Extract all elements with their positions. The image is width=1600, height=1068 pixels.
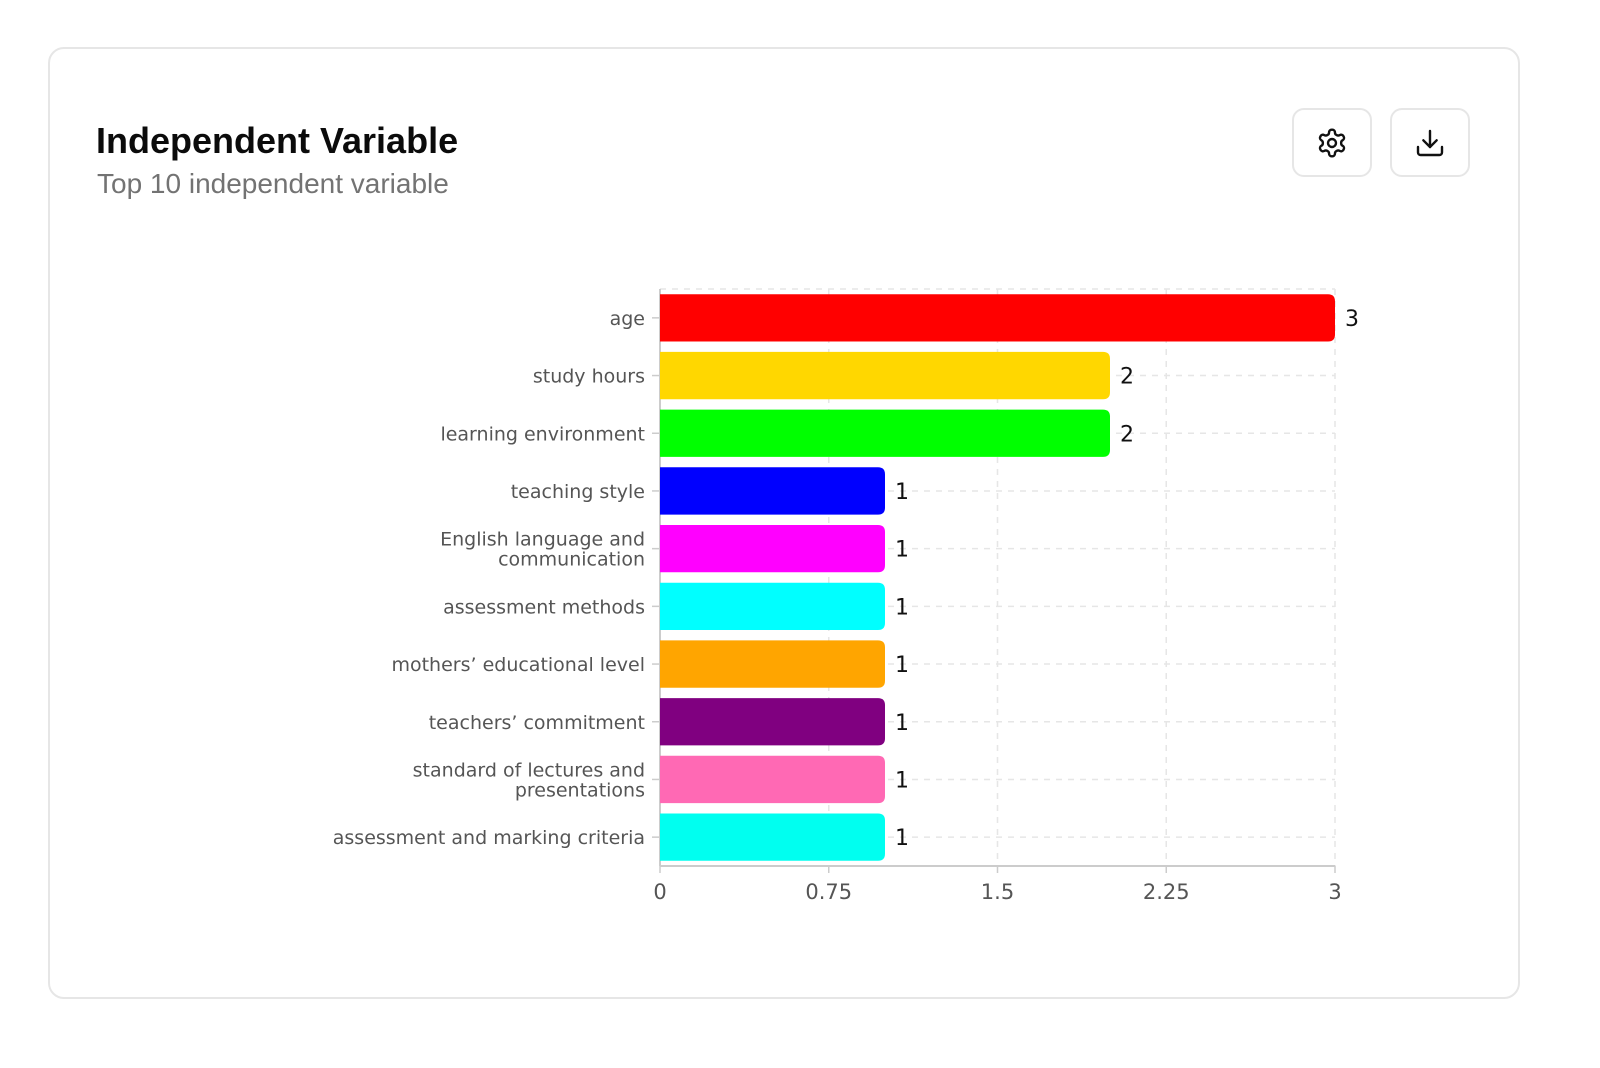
y-tick-label: study hours	[533, 366, 645, 388]
bar-2	[660, 409, 1110, 457]
bar-4	[660, 524, 885, 573]
y-tick-label: age	[610, 308, 645, 330]
data-label: 1	[895, 538, 909, 563]
data-label: 2	[1120, 365, 1134, 390]
y-tick-label: mothers’ educational level	[391, 654, 645, 676]
y-tick-label: standard of lectures and presentations	[413, 759, 645, 801]
x-tick-label: 0	[653, 880, 666, 904]
bar-7	[660, 698, 885, 746]
y-tick-label: teachers’ commitment	[429, 712, 645, 734]
data-label: 1	[895, 826, 909, 851]
y-tick-label: assessment methods	[443, 596, 645, 618]
download-button[interactable]	[1390, 108, 1470, 177]
y-tick-label: assessment and marking criteria	[333, 827, 645, 849]
data-label: 1	[895, 480, 909, 505]
settings-button[interactable]	[1292, 108, 1372, 177]
gear-icon	[1318, 127, 1346, 158]
bar-9	[660, 813, 885, 861]
bar-3	[660, 467, 885, 515]
bar-1	[660, 351, 1110, 400]
download-icon	[1416, 129, 1444, 156]
data-label: 1	[895, 711, 909, 736]
bar-6	[660, 640, 885, 688]
y-tick-label: teaching style	[511, 481, 645, 503]
data-label: 1	[895, 595, 909, 620]
x-tick-label: 1.5	[981, 880, 1014, 904]
data-label: 3	[1345, 307, 1359, 332]
data-label: 1	[895, 768, 909, 793]
y-tick-label: learning environment	[440, 423, 645, 445]
x-tick-label: 3	[1328, 880, 1341, 904]
bar-0	[660, 294, 1335, 342]
card-title: Independent Variable	[96, 120, 459, 161]
bar-8	[660, 755, 885, 804]
bar-5	[660, 582, 885, 631]
y-tick-label: English language and communication	[440, 529, 645, 571]
card-subtitle: Top 10 independent variable	[97, 168, 449, 199]
x-tick-label: 2.25	[1143, 880, 1190, 904]
data-label: 1	[895, 653, 909, 678]
data-label: 2	[1120, 422, 1134, 447]
x-tick-label: 0.75	[805, 880, 852, 904]
